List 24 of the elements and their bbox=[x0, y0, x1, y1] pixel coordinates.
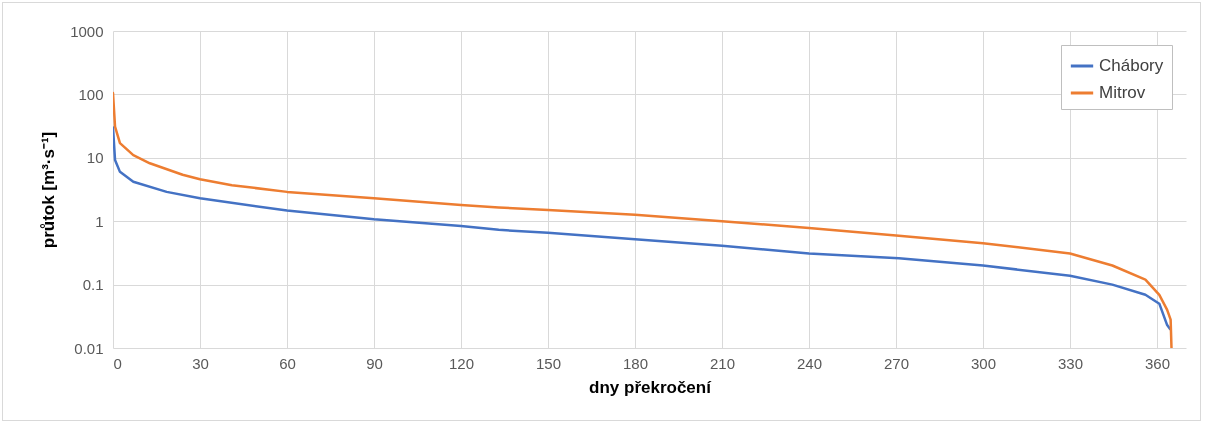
x-tick-label: 90 bbox=[366, 354, 383, 372]
x-tick-label: 150 bbox=[535, 354, 562, 372]
x-tick-label: 210 bbox=[709, 354, 736, 372]
y-tick-label: 10 bbox=[86, 149, 104, 167]
x-tick-label: 360 bbox=[1144, 354, 1171, 372]
x-tick-label: 180 bbox=[622, 354, 649, 372]
x-tick-label: 240 bbox=[796, 354, 823, 372]
y-tick-label: 0.1 bbox=[82, 276, 104, 294]
x-tick-label: 30 bbox=[192, 354, 209, 372]
x-tick-label: 330 bbox=[1057, 354, 1084, 372]
x-tick-label: 120 bbox=[448, 354, 475, 372]
y-tick-label: 100 bbox=[78, 85, 104, 103]
y-tick-label: 1000 bbox=[70, 22, 104, 40]
y-axis-title: průtok [m³·s⁻¹] bbox=[39, 131, 59, 249]
x-tick-label: 270 bbox=[883, 354, 910, 372]
x-tick-label: 300 bbox=[970, 354, 997, 372]
y-tick-label: 1 bbox=[95, 212, 104, 230]
x-tick-label: 60 bbox=[279, 354, 296, 372]
line-series bbox=[113, 126, 1172, 331]
x-tick-label: 0 bbox=[113, 354, 122, 372]
legend-label: Chábory bbox=[1099, 56, 1164, 75]
x-axis-title: dny překročení bbox=[589, 377, 713, 397]
y-tick-label: 0.01 bbox=[74, 339, 104, 357]
legend-label: Mitrov bbox=[1099, 83, 1146, 102]
